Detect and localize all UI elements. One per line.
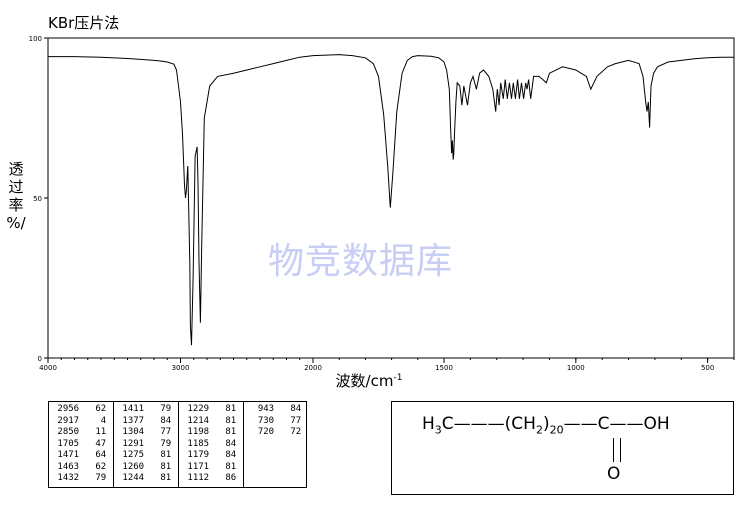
x-tick-label: 2000 bbox=[304, 364, 322, 372]
formula-h: H bbox=[422, 414, 435, 434]
peak-entry bbox=[247, 439, 303, 451]
peak-entry bbox=[247, 473, 303, 485]
peak-column: 1229 81 1214 81 1198 81 1185 84 1179 84 … bbox=[178, 401, 244, 488]
double-bond bbox=[613, 438, 621, 462]
peak-entry: 1471 64 bbox=[52, 450, 107, 460]
formula-c: C bbox=[441, 414, 454, 434]
y-axis-label-char: 过 bbox=[8, 178, 24, 196]
formula-sub: 2 bbox=[535, 423, 543, 437]
peak-column: 1411 79 1377 84 1304 77 1291 79 1275 81 … bbox=[113, 401, 179, 488]
peak-entry bbox=[247, 462, 303, 474]
peak-table: 2956 62 2917 4 2850 11 1705 47 1471 64 1… bbox=[48, 401, 307, 488]
x-tick-label: 3000 bbox=[172, 364, 190, 372]
peak-entry: 2956 62 bbox=[52, 404, 107, 414]
formula-carbonyl: ——C——OH bbox=[563, 414, 670, 434]
formula-chain: ———(CH bbox=[453, 414, 536, 434]
formula-repeat: 20 bbox=[549, 423, 564, 437]
peak-entry: 1377 84 bbox=[117, 415, 172, 426]
peak-entry: 1411 79 bbox=[117, 404, 172, 414]
peak-entry: 1705 47 bbox=[52, 438, 107, 449]
x-tick-label: 500 bbox=[701, 364, 714, 372]
x-axis-label-text: 波数/cm bbox=[335, 372, 394, 390]
y-tick-label: 0 bbox=[38, 355, 42, 363]
x-tick-label: 1000 bbox=[567, 364, 585, 372]
watermark: 物竞数据库 bbox=[268, 241, 454, 282]
x-axis-label: 波数/cm-1 bbox=[0, 370, 738, 391]
y-axis-label: 透 过 率 %/ bbox=[6, 160, 26, 232]
peak-entry: 1260 81 bbox=[117, 461, 172, 472]
x-tick-label: 4000 bbox=[39, 364, 57, 372]
structure-formula: H3C———(CH2)20——C——OH bbox=[422, 414, 670, 436]
y-axis-label-char: %/ bbox=[6, 214, 26, 232]
peak-entry: 943 84 bbox=[247, 404, 302, 414]
peak-column: 2956 62 2917 4 2850 11 1705 47 1471 64 1… bbox=[48, 401, 114, 488]
peak-entry: 1214 81 bbox=[182, 415, 237, 426]
formula-sub: 3 bbox=[434, 423, 442, 437]
peak-column: 943 84 730 77 720 72 bbox=[243, 401, 307, 488]
peak-entry: 2850 11 bbox=[52, 427, 107, 437]
peak-entry: 1304 77 bbox=[117, 427, 172, 437]
x-axis-label-unit: -1 bbox=[393, 373, 403, 383]
peak-entry: 1179 84 bbox=[182, 450, 237, 460]
peak-entry: 1463 62 bbox=[52, 461, 107, 472]
carbonyl-oxygen: O bbox=[607, 464, 621, 484]
spectrum-line bbox=[48, 54, 734, 346]
y-axis-label-char: 透 bbox=[8, 160, 24, 178]
peak-entry: 1244 81 bbox=[117, 473, 172, 483]
peak-entry: 1112 86 bbox=[182, 473, 237, 483]
formula-chain-close: ) bbox=[542, 414, 550, 434]
peak-entry: 2917 4 bbox=[52, 415, 107, 426]
peak-entry: 730 77 bbox=[247, 415, 302, 426]
peak-entry: 1275 81 bbox=[117, 450, 172, 460]
structure-box: H3C———(CH2)20——C——OH O bbox=[391, 401, 734, 495]
peak-entry: 1185 84 bbox=[182, 438, 237, 449]
page-title: KBr压片法 bbox=[48, 14, 120, 32]
peak-entry: 1171 81 bbox=[182, 461, 237, 472]
y-axis-label-char: 率 bbox=[8, 196, 24, 214]
y-tick-label: 100 bbox=[29, 35, 42, 43]
peak-entry: 1198 81 bbox=[182, 427, 237, 437]
peak-entry: 1432 79 bbox=[52, 473, 107, 483]
peak-entry: 720 72 bbox=[247, 427, 302, 437]
peak-entry bbox=[247, 450, 303, 462]
y-tick-label: 50 bbox=[33, 195, 42, 203]
peak-entry: 1229 81 bbox=[182, 404, 237, 414]
x-tick-label: 1500 bbox=[435, 364, 453, 372]
peak-entry: 1291 79 bbox=[117, 438, 172, 449]
